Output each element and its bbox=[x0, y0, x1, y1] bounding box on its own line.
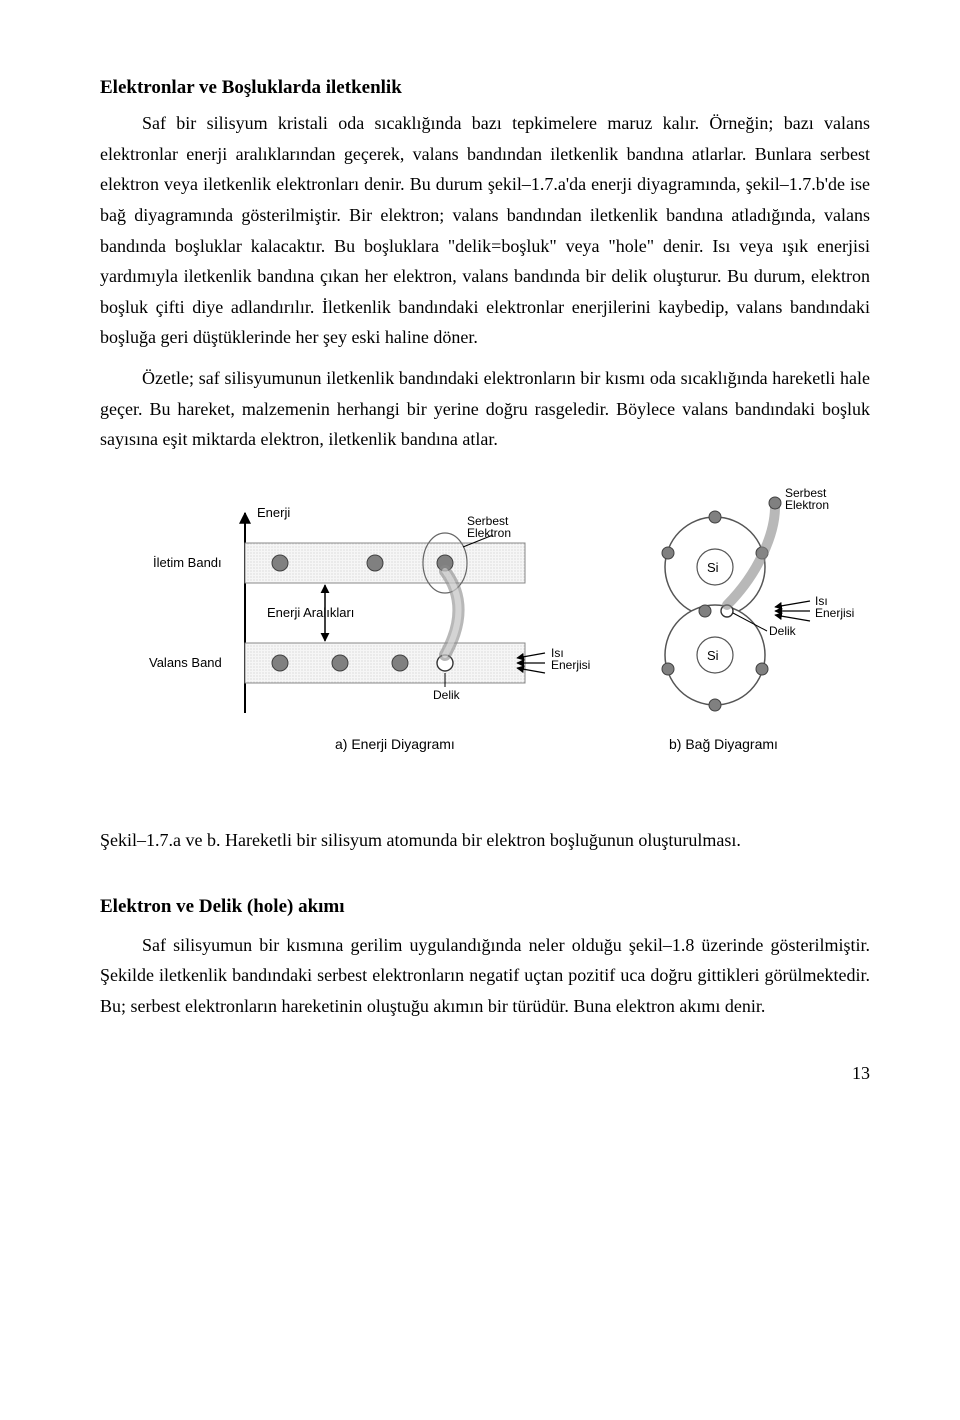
heat-energy-label-a: IsıEnerjisi bbox=[551, 646, 590, 672]
hole-label-a: Delik bbox=[433, 688, 461, 702]
caption-b: b) Bağ Diyagramı bbox=[669, 736, 778, 752]
conduction-band-label: İletim Bandı bbox=[153, 555, 222, 570]
electron-icon bbox=[392, 655, 408, 671]
electron-icon bbox=[332, 655, 348, 671]
si-bottom-label: Si bbox=[707, 648, 719, 663]
paragraph-intro: Saf bir silisyum kristali oda sıcaklığın… bbox=[100, 108, 870, 353]
valence-band-label: Valans Band bbox=[149, 655, 222, 670]
figure-caption: Şekil–1.7.a ve b. Hareketli bir silisyum… bbox=[100, 825, 870, 856]
energy-gap-label: Enerji Aralıkları bbox=[267, 605, 354, 620]
free-electron-icon bbox=[769, 497, 781, 509]
heat-energy-label-b: IsıEnerjisi bbox=[815, 594, 854, 620]
electron-icon bbox=[367, 555, 383, 571]
free-electron-label-a: SerbestElektron bbox=[467, 514, 511, 540]
paragraph-summary: Özetle; saf silisyumunun iletkenlik band… bbox=[100, 363, 870, 455]
page-number: 13 bbox=[100, 1058, 870, 1089]
electron-icon bbox=[272, 555, 288, 571]
energy-axis-label: Enerji bbox=[257, 505, 290, 520]
figure-container: Enerji İletim Bandı Valans Band Enerji A… bbox=[100, 483, 870, 813]
paragraph-current: Saf silisyumun bir kısmına gerilim uygul… bbox=[100, 930, 870, 1022]
free-electron-label-b: SerbestElektron bbox=[785, 486, 829, 512]
energy-bond-diagram: Enerji İletim Bandı Valans Band Enerji A… bbox=[115, 483, 855, 813]
section-heading: Elektronlar ve Boşluklarda iletkenlik bbox=[100, 72, 870, 104]
si-top-label: Si bbox=[707, 560, 719, 575]
subsection-heading: Elektron ve Delik (hole) akımı bbox=[100, 891, 870, 923]
hole-label-b: Delik bbox=[769, 624, 797, 638]
caption-a: a) Enerji Diyagramı bbox=[335, 736, 455, 752]
electron-icon bbox=[272, 655, 288, 671]
